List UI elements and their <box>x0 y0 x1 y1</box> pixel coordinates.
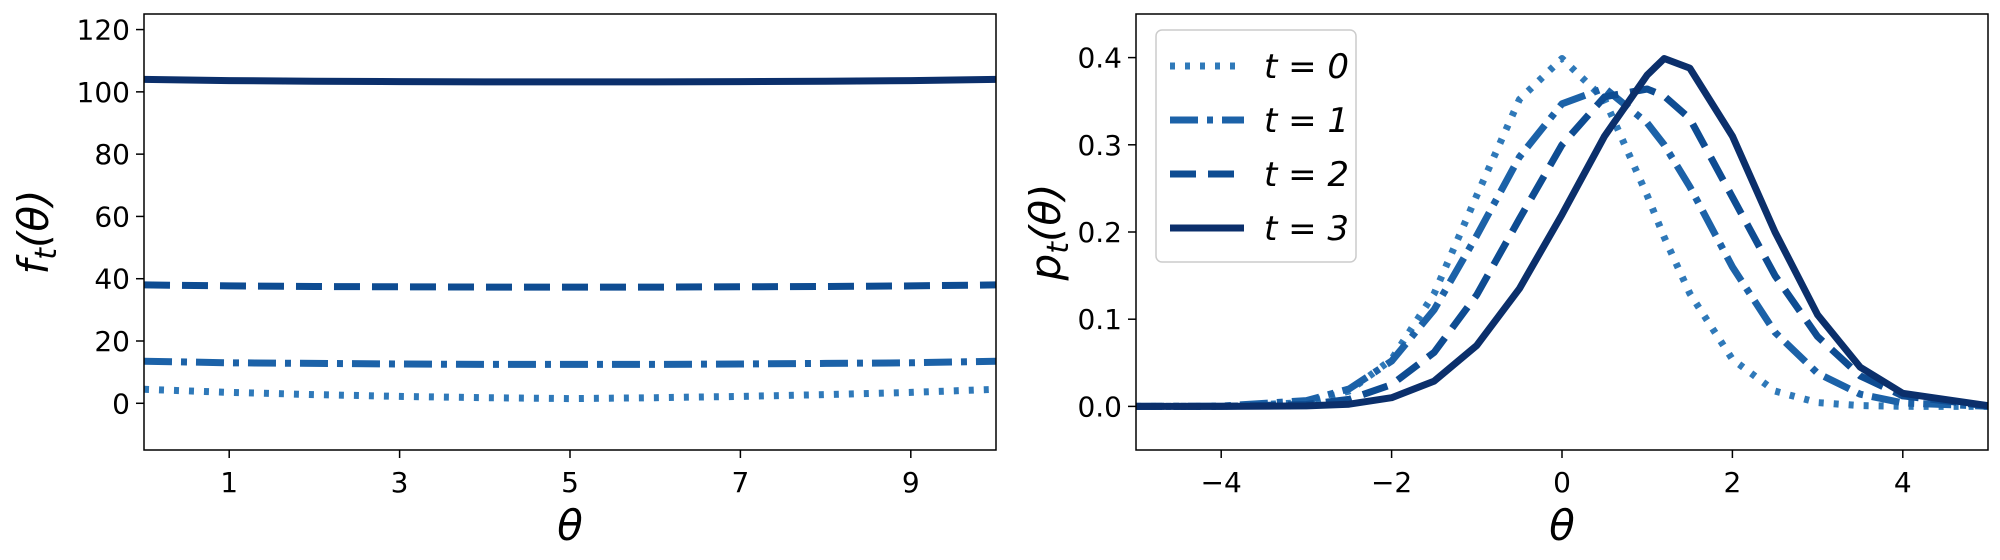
y-tick-label: 80 <box>94 138 130 171</box>
x-tick-label: 2 <box>1723 466 1741 499</box>
legend-box <box>1155 29 1357 263</box>
legend: t = 0 t = 1 t = 2 t = 3 <box>1155 29 1357 263</box>
series-group <box>1136 55 1988 410</box>
y-tick-label: 100 <box>77 76 130 109</box>
y-tick-label: 0.0 <box>1077 390 1122 423</box>
legend-label: t = 2 <box>1264 155 1349 195</box>
y-tick-label: 60 <box>94 200 130 233</box>
x-tick-label: 1 <box>220 466 238 499</box>
x-tick-label: 3 <box>391 466 409 499</box>
legend-label: t = 3 <box>1264 209 1349 249</box>
x-tick-label: 5 <box>561 466 579 499</box>
y-tick-label: 0.3 <box>1077 129 1122 162</box>
y-tick-label: 0 <box>112 387 130 420</box>
series-line-solid <box>144 75 996 86</box>
x-tick-label: 7 <box>731 466 749 499</box>
legend-label: t = 1 <box>1264 101 1349 141</box>
x-axis-title: θ <box>1549 501 1575 550</box>
x-tick-label: −2 <box>1371 466 1412 499</box>
series-group <box>144 75 996 403</box>
x-tick-label: 4 <box>1894 466 1912 499</box>
x-tick-label: 0 <box>1553 466 1571 499</box>
series-line-dashdot <box>144 357 996 368</box>
y-tick-label: 20 <box>94 325 130 358</box>
series-line-dashed <box>144 281 996 291</box>
y-tick-label: 0.2 <box>1077 216 1122 249</box>
series-line-dotted <box>144 385 996 403</box>
series-line-dashed <box>1136 85 1988 410</box>
legend-label: t = 0 <box>1264 47 1349 87</box>
y-axis-title: ft(θ) <box>9 189 64 274</box>
series-line-dashdot <box>1136 84 1988 410</box>
y-tick-label: 0.4 <box>1077 42 1122 75</box>
series-line-solid <box>1136 55 1988 410</box>
left-chart-panel: 1 3 5 7 9 0 20 40 60 80 100 120 θ ft(θ) <box>9 13 997 550</box>
y-tick-label: 40 <box>94 263 130 296</box>
x-tick-label: 9 <box>902 466 920 499</box>
y-tick-label: 0.1 <box>1077 303 1122 336</box>
x-axis-title: θ <box>557 501 583 550</box>
y-axis-title: pt(θ) <box>1021 184 1076 282</box>
x-tick-label: −4 <box>1201 466 1242 499</box>
y-tick-label: 120 <box>77 14 130 47</box>
